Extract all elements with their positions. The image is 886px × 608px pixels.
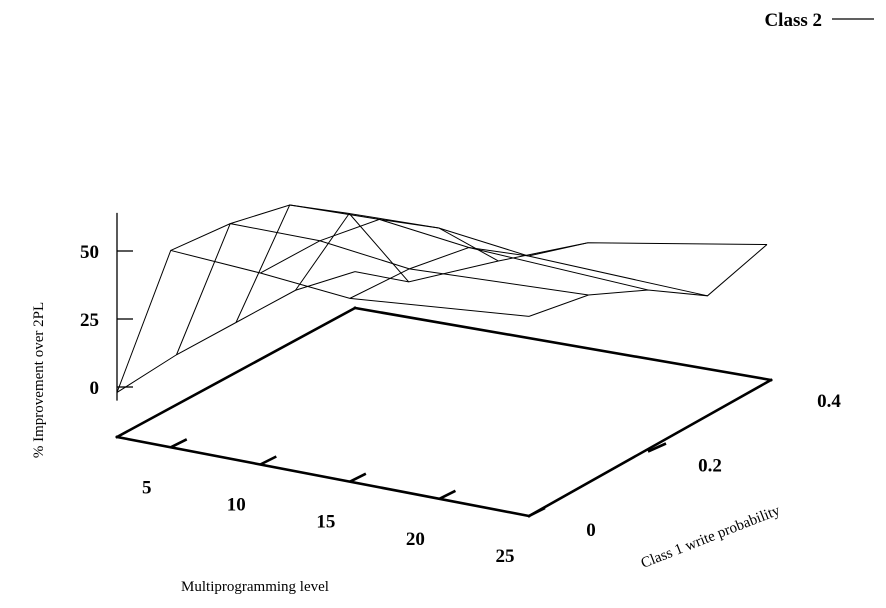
base-frame-edge	[353, 306, 773, 382]
x-tick	[349, 472, 367, 483]
x-tick	[170, 438, 188, 449]
tick-marks	[116, 212, 667, 518]
surface-line-constant-x	[260, 218, 499, 274]
surface-line-constant-y	[176, 223, 589, 355]
x-axis-label: Multiprogramming level	[181, 579, 329, 595]
x-tick-label: 15	[316, 512, 335, 533]
surface-line-constant-x	[349, 242, 588, 299]
surface-line-constant-y	[116, 249, 530, 393]
base-frame	[115, 306, 773, 518]
z-tick-label: 50	[80, 242, 99, 263]
y-tick-label: 0	[586, 520, 596, 541]
x-tick	[528, 506, 546, 518]
z-tick-label: 25	[80, 310, 99, 331]
y-tick-label: 0.2	[698, 456, 722, 477]
base-frame-edge	[115, 306, 357, 439]
y-axis-label: Class 1 write probability	[639, 503, 783, 572]
surface-line-constant-y	[235, 204, 649, 323]
surface-mesh	[116, 204, 768, 393]
z-tick-label: 0	[90, 378, 100, 399]
legend-label: Class 2	[764, 10, 822, 31]
surface-line-constant-y	[295, 212, 708, 297]
tick-labels: 0 25 50 5 10 15 20 25 0 0.2 0.4	[80, 242, 841, 567]
base-frame-edge	[115, 435, 531, 518]
legend: Class 2	[764, 10, 874, 31]
surface-line-constant-x	[170, 204, 410, 283]
x-tick-label: 5	[142, 477, 152, 498]
x-tick-label: 25	[496, 546, 515, 567]
base-frame-edge	[527, 378, 773, 518]
x-tick	[438, 489, 457, 500]
y-tick-label: 0.4	[817, 391, 841, 412]
surface-line-constant-x	[116, 271, 356, 393]
x-tick-label: 20	[406, 529, 425, 550]
y-tick	[647, 442, 667, 453]
x-tick-label: 10	[227, 494, 246, 515]
z-axis-label: % Improvement over 2PL	[31, 302, 47, 458]
surface-line-constant-x	[528, 244, 768, 317]
x-tick	[259, 455, 277, 466]
